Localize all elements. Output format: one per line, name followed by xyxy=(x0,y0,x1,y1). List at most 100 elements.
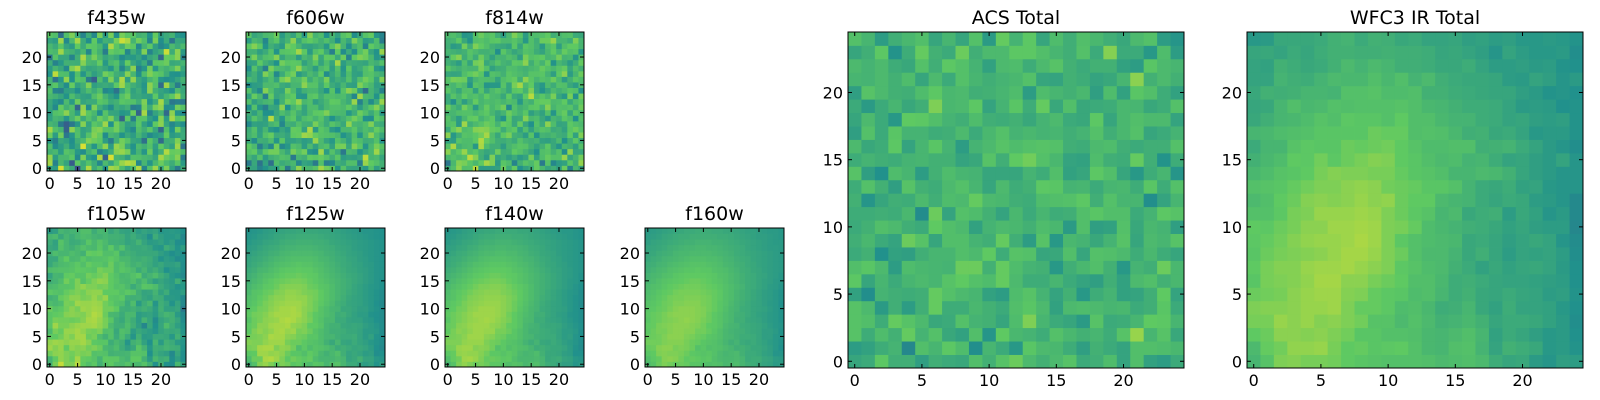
heatmap-cell xyxy=(368,37,375,44)
heatmap-cell xyxy=(982,166,997,181)
heatmap-cell xyxy=(58,244,65,251)
heatmap-cell xyxy=(1116,260,1131,275)
heatmap-cell xyxy=(745,278,752,284)
heatmap-cell xyxy=(108,109,115,116)
heatmap-cell xyxy=(489,109,496,116)
heatmap-cell xyxy=(318,65,325,72)
heatmap-cell xyxy=(47,59,53,66)
heatmap-cell xyxy=(478,228,485,234)
heatmap-cell xyxy=(47,255,53,262)
heatmap-cell xyxy=(130,344,137,351)
heatmap-cell xyxy=(1116,233,1131,248)
heatmap-cell xyxy=(257,233,264,240)
heatmap-cell xyxy=(650,244,657,251)
heatmap-cell xyxy=(1076,273,1091,288)
heatmap-cell xyxy=(572,278,579,284)
heatmap-cell xyxy=(1076,300,1091,315)
heatmap-cell xyxy=(1170,233,1185,248)
heatmap-cell xyxy=(745,250,752,257)
heatmap-cell xyxy=(539,311,546,318)
heatmap-cell xyxy=(346,109,353,116)
heatmap-cell xyxy=(511,137,518,144)
heatmap-cell xyxy=(511,32,518,38)
heatmap-cell xyxy=(130,333,137,340)
heatmap-cell xyxy=(461,255,468,262)
heatmap-cell xyxy=(500,109,507,116)
heatmap-cell xyxy=(346,355,353,362)
heatmap-cell xyxy=(650,239,657,246)
heatmap-cell xyxy=(445,93,451,100)
heatmap-cell xyxy=(47,233,53,240)
heatmap-cell xyxy=(772,316,779,323)
heatmap-cell xyxy=(478,37,485,44)
heatmap-cell xyxy=(528,98,535,105)
heatmap-cell xyxy=(334,266,341,273)
heatmap-cell xyxy=(346,70,353,77)
heatmap-cell xyxy=(528,250,535,257)
heatmap-cell xyxy=(334,328,341,335)
heatmap-cell xyxy=(113,328,120,335)
x-tick-label: 0 xyxy=(244,370,254,389)
heatmap-cell xyxy=(1143,260,1158,275)
heatmap-cell xyxy=(567,322,574,329)
heatmap-cell xyxy=(711,289,718,296)
heatmap-cell xyxy=(340,37,347,44)
heatmap-cell xyxy=(545,126,552,133)
heatmap-cell xyxy=(180,244,187,251)
heatmap-cell xyxy=(539,244,546,251)
heatmap-cell xyxy=(113,244,120,251)
heatmap-cell xyxy=(506,261,513,268)
heatmap-cell xyxy=(318,311,325,318)
heatmap-cell xyxy=(351,283,358,290)
heatmap-cell xyxy=(461,283,468,290)
heatmap-cell xyxy=(656,261,663,268)
heatmap-cell xyxy=(495,228,501,234)
heatmap-cell xyxy=(750,328,757,335)
heatmap-cell xyxy=(472,278,479,284)
heatmap-cell xyxy=(750,261,757,268)
heatmap-cell xyxy=(108,115,115,122)
heatmap-cell xyxy=(74,255,81,262)
heatmap-cell xyxy=(500,115,507,122)
x-tick-label: 0 xyxy=(643,370,653,389)
heatmap-cell xyxy=(284,59,291,66)
heatmap-cell xyxy=(368,87,375,94)
heatmap-cell xyxy=(756,244,763,251)
heatmap-cell xyxy=(312,361,319,368)
heatmap-cell xyxy=(567,339,574,346)
heatmap-cell xyxy=(141,305,148,312)
heatmap-cell xyxy=(251,289,258,296)
heatmap-cell xyxy=(848,273,862,288)
heatmap-cell xyxy=(69,126,76,133)
heatmap-cell xyxy=(511,37,518,44)
heatmap-cell xyxy=(450,266,457,273)
heatmap-cell xyxy=(268,115,275,122)
heatmap-cell xyxy=(357,59,364,66)
heatmap-cell xyxy=(246,233,252,240)
heatmap-cell xyxy=(1143,193,1158,208)
heatmap-cell xyxy=(572,165,579,172)
heatmap-cell xyxy=(500,261,507,268)
heatmap-cell xyxy=(251,76,258,83)
heatmap-cell xyxy=(539,272,546,279)
heatmap-cell xyxy=(578,289,585,296)
heatmap-cell xyxy=(750,311,757,318)
heatmap-cell xyxy=(284,54,291,61)
heatmap-cell xyxy=(373,289,380,296)
heatmap-cell xyxy=(533,333,540,340)
heatmap-cell xyxy=(346,322,353,329)
heatmap-cell xyxy=(728,244,735,251)
heatmap-cell xyxy=(567,328,574,335)
heatmap-cell xyxy=(767,322,774,329)
heatmap-cell xyxy=(58,250,65,257)
heatmap-cell xyxy=(301,104,308,111)
heatmap-cell xyxy=(373,350,380,357)
heatmap-cell xyxy=(450,239,457,246)
heatmap-cell xyxy=(113,344,120,351)
heatmap-cell xyxy=(307,154,314,161)
heatmap-cell xyxy=(97,350,103,357)
heatmap-cell xyxy=(489,294,496,301)
heatmap-cell xyxy=(346,82,353,88)
heatmap-cell xyxy=(511,109,518,116)
heatmap-cell xyxy=(362,350,369,357)
